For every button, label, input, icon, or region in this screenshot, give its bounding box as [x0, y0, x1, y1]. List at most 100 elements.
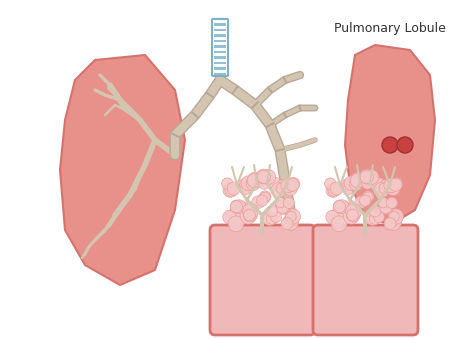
- Circle shape: [228, 216, 244, 232]
- Circle shape: [281, 178, 295, 193]
- Circle shape: [384, 218, 396, 230]
- Circle shape: [346, 209, 358, 221]
- Circle shape: [360, 170, 374, 184]
- Circle shape: [243, 203, 258, 219]
- Circle shape: [239, 181, 249, 191]
- Circle shape: [350, 172, 366, 188]
- Circle shape: [374, 212, 384, 222]
- Polygon shape: [60, 55, 185, 285]
- Circle shape: [223, 210, 237, 224]
- Circle shape: [252, 196, 264, 209]
- Circle shape: [379, 200, 392, 213]
- Bar: [214, 40, 226, 42]
- Circle shape: [328, 184, 341, 196]
- Circle shape: [252, 175, 262, 186]
- Circle shape: [259, 191, 271, 203]
- Circle shape: [325, 178, 336, 190]
- Circle shape: [230, 200, 243, 213]
- Circle shape: [346, 208, 360, 222]
- Circle shape: [342, 181, 352, 191]
- Circle shape: [246, 177, 260, 191]
- Bar: [214, 56, 226, 58]
- Circle shape: [331, 216, 347, 232]
- Circle shape: [230, 200, 244, 213]
- Bar: [214, 50, 226, 53]
- Circle shape: [238, 202, 249, 213]
- Circle shape: [346, 203, 362, 219]
- Circle shape: [362, 191, 374, 203]
- Circle shape: [226, 209, 240, 224]
- FancyBboxPatch shape: [210, 225, 315, 335]
- Circle shape: [256, 195, 268, 206]
- Circle shape: [341, 202, 352, 213]
- Circle shape: [333, 200, 346, 213]
- Bar: [214, 73, 226, 75]
- Circle shape: [285, 209, 301, 224]
- Bar: [214, 45, 226, 48]
- Circle shape: [283, 215, 298, 231]
- Circle shape: [344, 176, 359, 191]
- Circle shape: [287, 177, 300, 190]
- Circle shape: [263, 212, 277, 225]
- Circle shape: [385, 215, 401, 231]
- Circle shape: [271, 212, 282, 222]
- Bar: [214, 23, 226, 25]
- Circle shape: [380, 179, 391, 190]
- Bar: [214, 28, 226, 31]
- Circle shape: [232, 200, 246, 214]
- Text: Pulmonary Lobule: Pulmonary Lobule: [334, 22, 446, 35]
- Circle shape: [382, 137, 398, 153]
- Circle shape: [266, 206, 278, 217]
- Circle shape: [378, 199, 393, 214]
- Circle shape: [333, 200, 346, 213]
- Circle shape: [350, 173, 365, 188]
- Circle shape: [283, 197, 294, 209]
- Circle shape: [333, 217, 344, 228]
- Circle shape: [390, 177, 403, 190]
- Circle shape: [260, 192, 270, 202]
- Circle shape: [227, 182, 240, 195]
- Circle shape: [388, 209, 403, 224]
- Circle shape: [223, 183, 237, 197]
- Circle shape: [343, 209, 359, 224]
- Circle shape: [366, 212, 380, 225]
- Circle shape: [336, 200, 349, 214]
- Circle shape: [359, 169, 374, 184]
- Circle shape: [361, 177, 373, 189]
- Circle shape: [349, 177, 363, 191]
- Circle shape: [328, 209, 343, 224]
- Circle shape: [256, 169, 271, 184]
- Circle shape: [247, 172, 263, 188]
- Circle shape: [364, 170, 379, 185]
- Circle shape: [359, 195, 371, 206]
- Circle shape: [225, 184, 238, 196]
- Circle shape: [271, 183, 286, 198]
- Circle shape: [371, 177, 385, 192]
- Circle shape: [261, 170, 276, 185]
- Circle shape: [243, 208, 257, 222]
- Circle shape: [341, 179, 352, 190]
- Circle shape: [343, 185, 353, 195]
- Circle shape: [286, 178, 299, 191]
- Circle shape: [369, 213, 381, 224]
- Circle shape: [283, 181, 297, 196]
- Bar: [214, 34, 226, 37]
- Circle shape: [389, 178, 402, 191]
- Circle shape: [241, 176, 256, 191]
- Circle shape: [275, 199, 291, 214]
- Circle shape: [276, 183, 286, 194]
- FancyBboxPatch shape: [313, 225, 418, 335]
- Circle shape: [221, 178, 233, 190]
- Circle shape: [258, 177, 270, 189]
- Circle shape: [268, 177, 282, 192]
- Circle shape: [257, 170, 271, 184]
- Circle shape: [355, 196, 367, 209]
- Circle shape: [369, 206, 381, 217]
- Circle shape: [240, 185, 250, 195]
- Circle shape: [386, 197, 398, 209]
- Circle shape: [363, 192, 373, 202]
- Circle shape: [355, 175, 365, 186]
- Circle shape: [326, 183, 340, 197]
- Circle shape: [326, 210, 339, 224]
- Circle shape: [240, 209, 256, 224]
